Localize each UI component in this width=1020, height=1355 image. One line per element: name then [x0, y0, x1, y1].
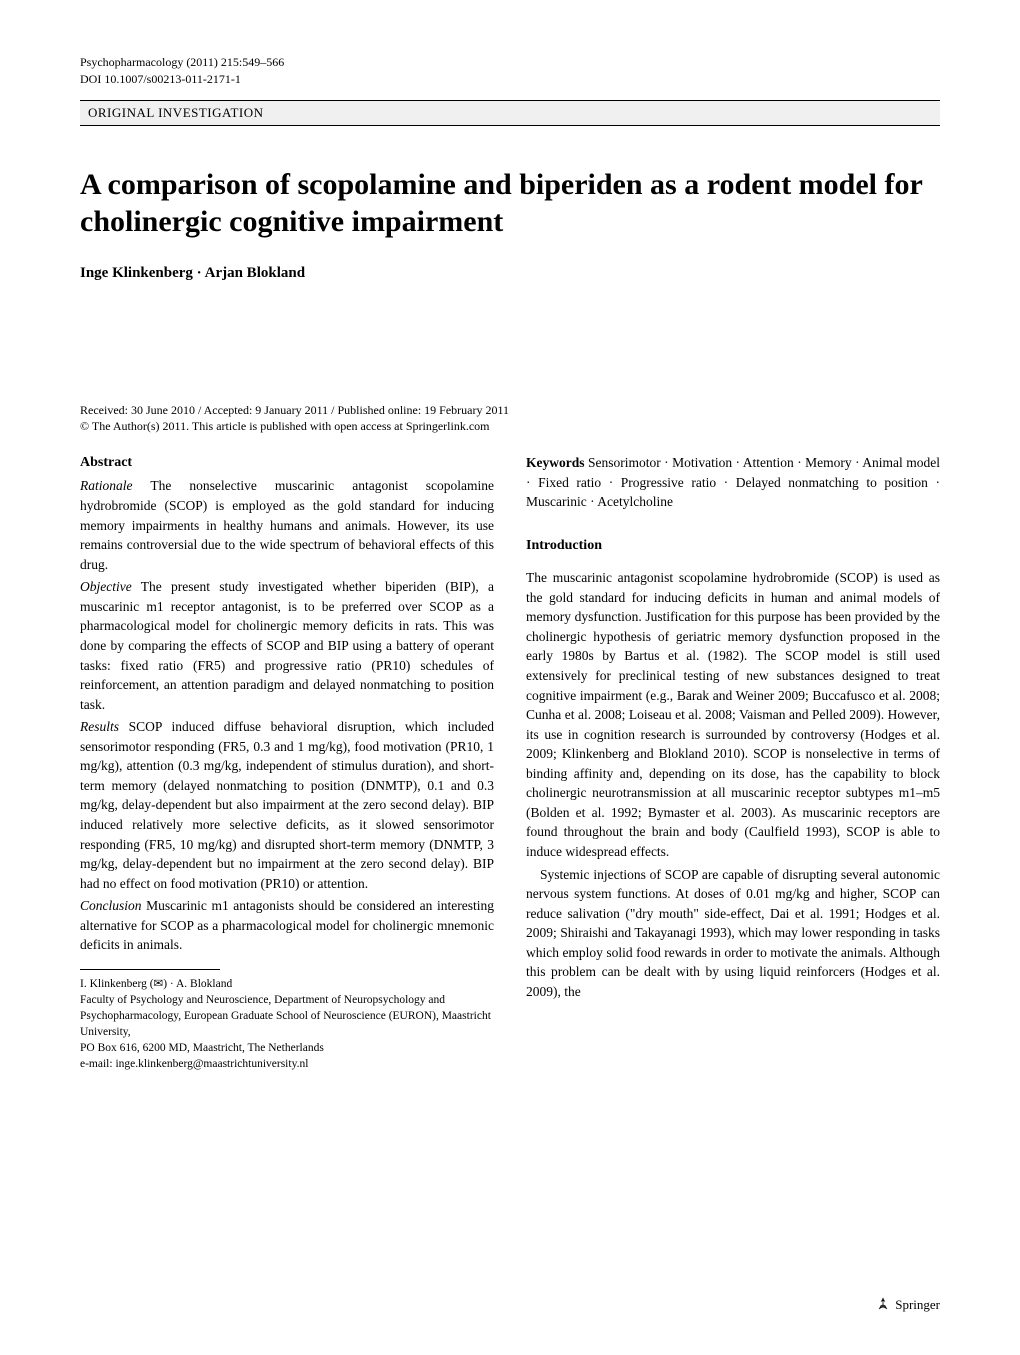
received-line: Received: 30 June 2010 / Accepted: 9 Jan… [80, 402, 940, 419]
objective-text: The present study investigated whether b… [80, 579, 494, 711]
introduction-heading: Introduction [526, 536, 940, 556]
doi-line: DOI 10.1007/s00213-011-2171-1 [80, 71, 940, 88]
section-label: ORIGINAL INVESTIGATION [80, 105, 940, 121]
affiliation-block: I. Klinkenberg (✉) · A. Blokland Faculty… [80, 976, 494, 1073]
left-column: Abstract Rationale The nonselective musc… [80, 453, 494, 1072]
results-text: SCOP induced diffuse behavioral disrupti… [80, 719, 494, 891]
affiliation-address: PO Box 616, 6200 MD, Maastricht, The Net… [80, 1040, 494, 1056]
affiliation-dept: Faculty of Psychology and Neuroscience, … [80, 992, 494, 1040]
intro-para-2: Systemic injections of SCOP are capable … [526, 865, 940, 1002]
keywords-label: Keywords [526, 455, 585, 470]
right-column: Keywords Sensorimotor · Motivation · Att… [526, 453, 940, 1072]
abstract-rationale: Rationale The nonselective muscarinic an… [80, 476, 494, 574]
objective-label: Objective [80, 579, 132, 594]
publisher-name: Springer [895, 1297, 940, 1313]
article-title: A comparison of scopolamine and biperide… [80, 166, 940, 241]
rationale-label: Rationale [80, 478, 133, 493]
abstract-conclusion: Conclusion Muscarinic m1 antagonists sho… [80, 896, 494, 955]
keywords-text: Sensorimotor · Motivation · Attention · … [526, 455, 940, 509]
corresponding-author: I. Klinkenberg (✉) · A. Blokland [80, 976, 494, 992]
publication-dates: Received: 30 June 2010 / Accepted: 9 Jan… [80, 402, 940, 436]
authors: Inge Klinkenberg · Arjan Blokland [80, 265, 940, 282]
journal-header: Psychopharmacology (2011) 215:549–566 DO… [80, 54, 940, 88]
rationale-text: The nonselective muscarinic antagonist s… [80, 478, 494, 571]
keywords-block: Keywords Sensorimotor · Motivation · Att… [526, 453, 940, 512]
springer-icon [875, 1297, 891, 1313]
abstract-objective: Objective The present study investigated… [80, 577, 494, 714]
conclusion-label: Conclusion [80, 898, 142, 913]
abstract-results: Results SCOP induced diffuse behavioral … [80, 717, 494, 893]
publisher-logo: Springer [875, 1297, 940, 1313]
two-column-body: Abstract Rationale The nonselective musc… [80, 453, 940, 1072]
affiliation-email: e-mail: inge.klinkenberg@maastrichtunive… [80, 1056, 494, 1072]
conclusion-text: Muscarinic m1 antagonists should be cons… [80, 898, 494, 952]
affiliation-rule [80, 969, 220, 970]
intro-para-1: The muscarinic antagonist scopolamine hy… [526, 568, 940, 861]
results-label: Results [80, 719, 119, 734]
journal-line: Psychopharmacology (2011) 215:549–566 [80, 54, 940, 71]
abstract-heading: Abstract [80, 453, 494, 473]
section-label-bar: ORIGINAL INVESTIGATION [80, 100, 940, 126]
copyright-line: © The Author(s) 2011. This article is pu… [80, 418, 940, 435]
